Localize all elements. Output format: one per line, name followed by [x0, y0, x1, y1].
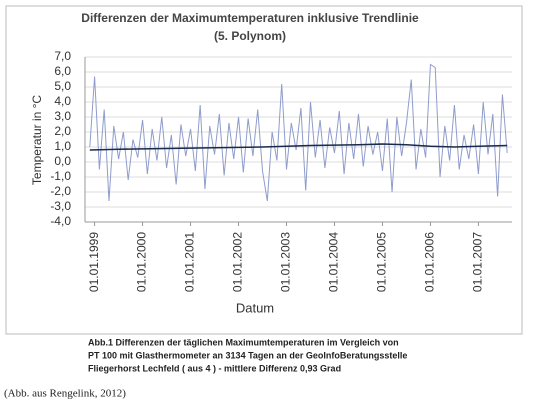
- x-tick-label: 01.01.2002: [231, 232, 245, 292]
- y-tick-label: 6,0: [54, 64, 71, 78]
- y-tick-label: -4,0: [50, 214, 71, 228]
- y-tick-label: 5,0: [54, 79, 71, 93]
- caption-line: Abb.1 Differenzen der täglichen Maximumt…: [88, 337, 399, 347]
- x-tick-label: 01.01.2001: [183, 232, 197, 292]
- y-tick-label: -2,0: [50, 184, 71, 198]
- x-tick-label: 01.01.2005: [375, 232, 389, 292]
- y-tick-label: 2,0: [54, 124, 71, 138]
- chart-subtitle: (5. Polynom): [214, 29, 286, 43]
- y-tick-label: 0,0: [54, 154, 71, 168]
- y-tick-label: -3,0: [50, 199, 71, 213]
- caption-line: Fliegerhorst Lechfeld ( aus 4 ) - mittle…: [88, 363, 341, 373]
- x-tick-label: 01.01.2007: [471, 232, 485, 292]
- y-tick-label: 7,0: [54, 49, 71, 63]
- y-tick-label: 4,0: [54, 94, 71, 108]
- x-tick-label: 01.01.2000: [135, 232, 149, 292]
- y-tick-label: -1,0: [50, 169, 71, 183]
- x-axis-label: Datum: [236, 300, 274, 315]
- x-tick-label: 01.01.2006: [423, 232, 437, 292]
- y-axis-label: Temperatur in °C: [30, 95, 44, 185]
- y-tick-label: 3,0: [54, 109, 71, 123]
- x-tick-label: 01.01.1999: [87, 232, 101, 292]
- chart-title: Differenzen der Maximumtemperaturen inkl…: [81, 11, 419, 25]
- caption-line: PT 100 mit Glasthermometer an 3134 Tagen…: [88, 350, 407, 360]
- chart-frame: [5, 5, 523, 335]
- x-tick-label: 01.01.2003: [279, 232, 293, 292]
- x-tick-label: 01.01.2004: [327, 232, 341, 292]
- trend-line: [89, 143, 508, 151]
- data-line: [89, 63, 508, 202]
- y-tick-label: 1,0: [54, 139, 71, 153]
- source: (Abb. aus Rengelink, 2012): [4, 388, 126, 400]
